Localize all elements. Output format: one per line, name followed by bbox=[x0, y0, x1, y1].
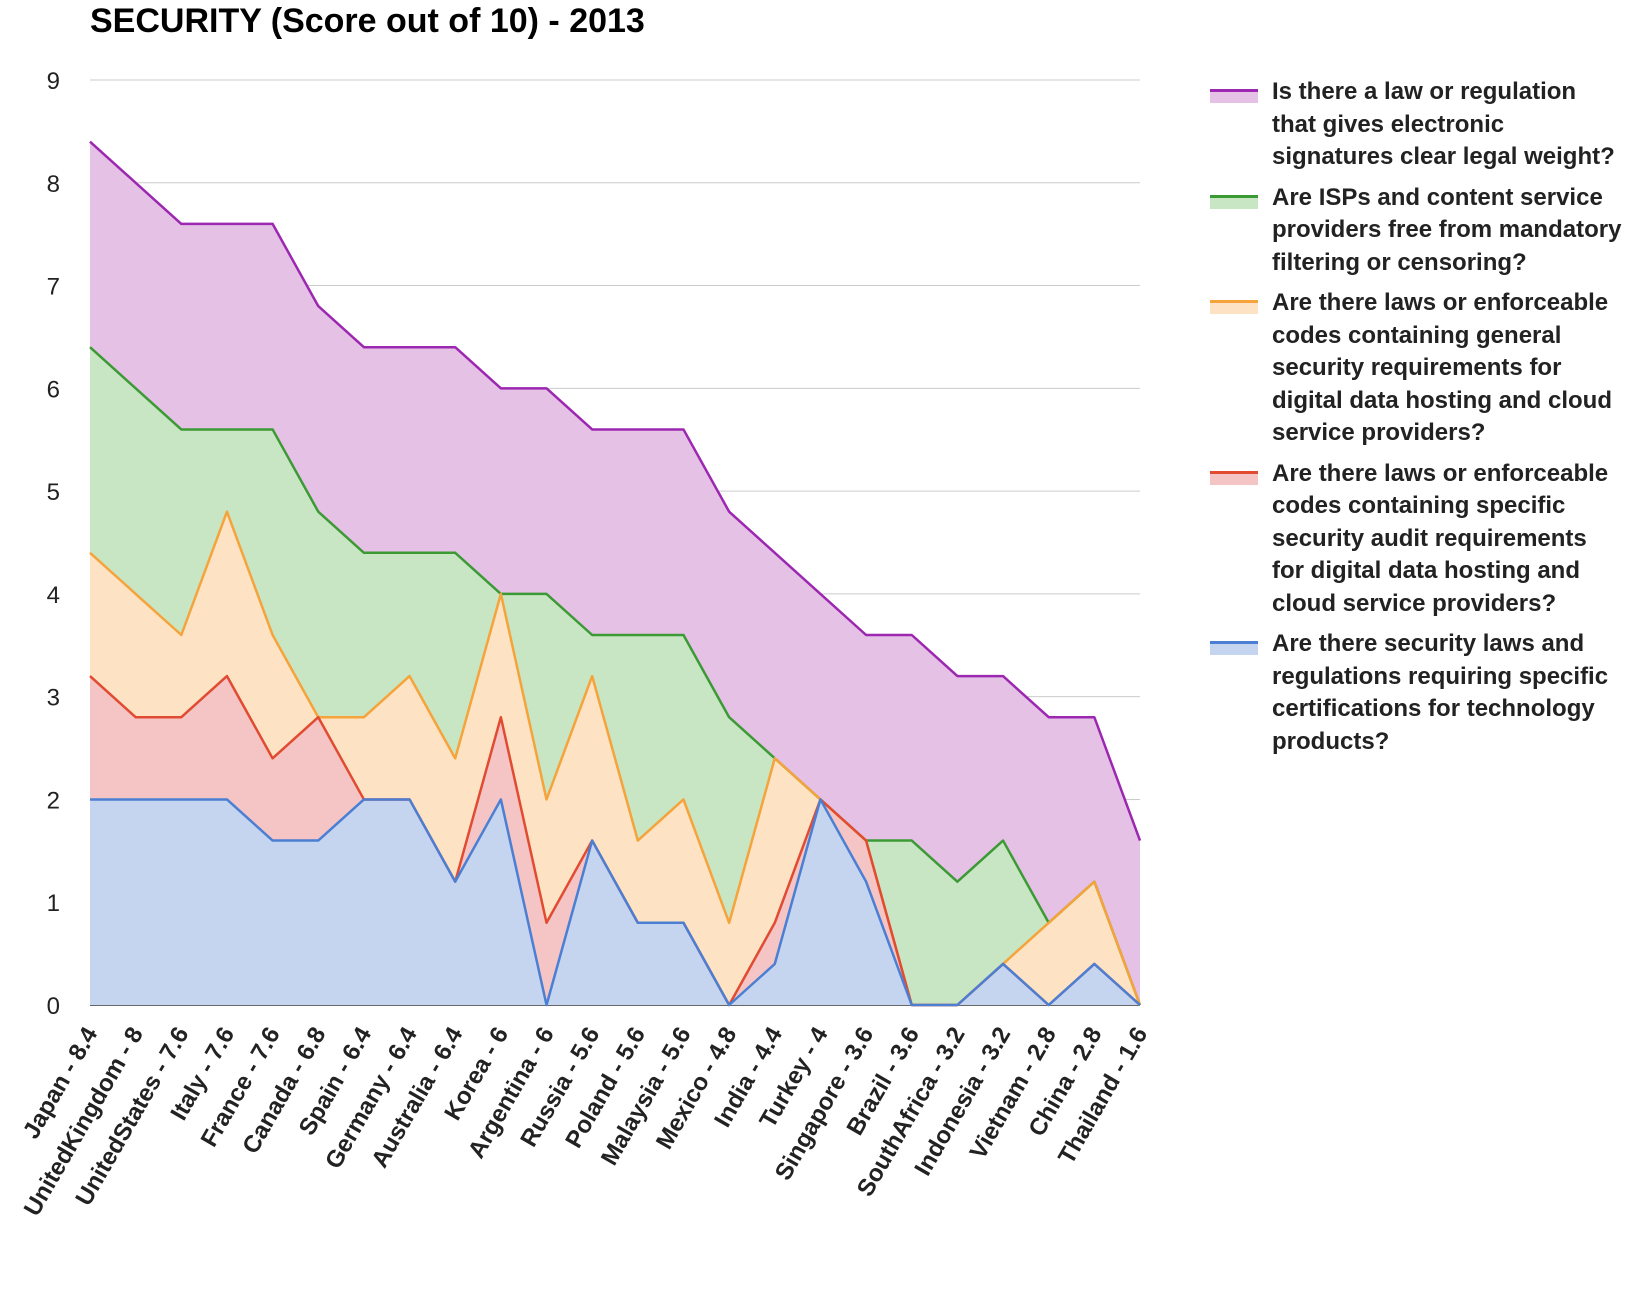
legend-item-3: Are there laws or enforceable codes cont… bbox=[1210, 287, 1625, 450]
y-tick-label: 9 bbox=[47, 68, 60, 95]
y-tick-label: 8 bbox=[47, 171, 60, 198]
line-series-5 bbox=[90, 798, 1141, 1007]
line-series-2 bbox=[89, 346, 1142, 1006]
legend-item-1: Is there a law or regulation that gives … bbox=[1210, 76, 1625, 174]
legend-label: Are there laws or enforceable codes cont… bbox=[1272, 289, 1612, 446]
legend-label: Are there security laws and regulations … bbox=[1272, 630, 1609, 755]
area-series bbox=[90, 141, 1140, 1005]
line-series-1 bbox=[89, 140, 1142, 841]
y-tick-label: 3 bbox=[47, 685, 60, 712]
legend-swatch bbox=[1210, 470, 1258, 485]
y-tick-label: 7 bbox=[47, 274, 60, 301]
y-tick-label: 1 bbox=[47, 890, 60, 917]
y-axis-ticks: 0 1 2 3 4 5 6 7 8 9 bbox=[47, 68, 60, 1020]
legend-swatch bbox=[1210, 89, 1258, 103]
legend-label: Are there laws or enforceable codes cont… bbox=[1272, 459, 1609, 617]
legend-label: Is there a law or regulation that gives … bbox=[1272, 78, 1615, 170]
y-tick-label: 0 bbox=[47, 993, 60, 1020]
legend-swatch bbox=[1210, 300, 1258, 314]
area-series-5 bbox=[90, 799, 1140, 1005]
chart-title: SECURITY (Score out of 10) - 2013 bbox=[90, 2, 645, 40]
legend-swatch bbox=[1210, 194, 1258, 209]
legend-item-5: Are there security laws and regulations … bbox=[1210, 628, 1625, 758]
legend-item-2: Are ISPs and content service providers f… bbox=[1210, 182, 1625, 280]
legend-label: Are ISPs and content service providers f… bbox=[1272, 183, 1622, 276]
line-series bbox=[89, 140, 1142, 1007]
legend-swatch bbox=[1210, 641, 1258, 655]
y-tick-label: 5 bbox=[47, 479, 60, 506]
legend: Is there a law or regulation that gives … bbox=[1210, 76, 1625, 766]
y-tick-label: 2 bbox=[47, 787, 60, 814]
legend-item-4: Are there laws or enforceable codes cont… bbox=[1210, 458, 1625, 621]
y-tick-label: 6 bbox=[47, 376, 60, 403]
y-tick-label: 4 bbox=[47, 582, 60, 609]
